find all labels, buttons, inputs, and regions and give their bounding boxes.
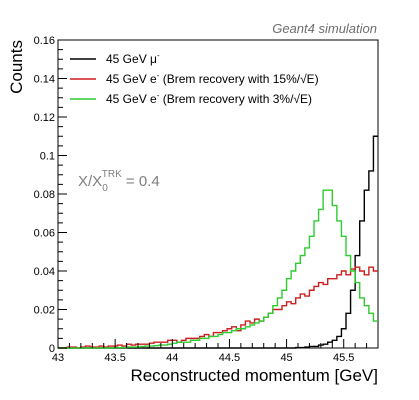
x-tick-label: 45.5 xyxy=(333,352,354,364)
x-tick-label: 44.5 xyxy=(219,352,240,364)
legend-entry-2: 45 GeV e- (Brem recovery with 3%/√E) xyxy=(106,91,312,106)
y-tick-label: 0 xyxy=(49,343,55,355)
simulation-label: Geant4 simulation xyxy=(272,21,377,36)
x-tick-label: 43 xyxy=(52,352,64,364)
annotation-sup: TRK xyxy=(102,169,122,180)
x-tick-label: 45 xyxy=(280,352,292,364)
legend-entry-1: 45 GeV e- (Brem recovery with 15%/√E) xyxy=(106,71,319,86)
annotation-value: = 0.4 xyxy=(122,173,160,190)
x-tick-label: 43.5 xyxy=(104,352,125,364)
series-2-line xyxy=(58,189,378,349)
y-tick-label: 0.02 xyxy=(34,305,55,317)
annotation-sub: 0 xyxy=(102,183,108,194)
y-tick-label: 0.12 xyxy=(34,112,55,124)
y-tick-label: 0.04 xyxy=(34,266,55,278)
y-axis-title: Counts xyxy=(7,40,26,94)
y-tick-label: 0.16 xyxy=(34,35,55,47)
y-tick-label: 0.14 xyxy=(34,74,55,86)
y-tick-label: 0.08 xyxy=(34,189,55,201)
y-tick-label: 0.1 xyxy=(40,151,55,163)
plot-frame xyxy=(57,39,379,349)
legend: 45 GeV μ- 45 GeV e- (Brem recovery with 1… xyxy=(70,51,319,106)
annotation-main: X/X xyxy=(78,173,102,190)
x-axis-title: Reconstructed momentum [GeV] xyxy=(130,366,378,385)
series-1-line xyxy=(58,266,378,349)
y-axis: 0 0.02 0.04 0.06 0.08 0.1 0.12 0.14 0.16 xyxy=(34,35,67,355)
y-tick-label: 0.06 xyxy=(34,228,55,240)
material-annotation: X/X0 TRK = 0.4 xyxy=(78,169,160,194)
legend-entry-0: 45 GeV μ- xyxy=(106,51,160,66)
x-tick-label: 44 xyxy=(166,352,178,364)
x-axis: 43 43.5 44 44.5 45 45.5 xyxy=(52,339,379,364)
series-group xyxy=(58,135,378,349)
series-0-line xyxy=(58,135,378,349)
